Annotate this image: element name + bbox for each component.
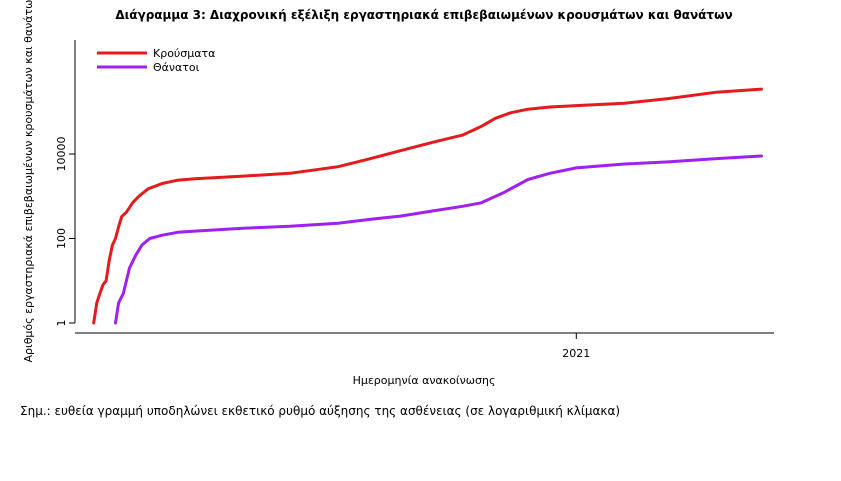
axes: 1 100 10000 2021 xyxy=(55,40,774,360)
y-tick-label-100: 100 xyxy=(55,228,68,249)
x-axis-label: Ημερομηνία ανακοίνωσης xyxy=(353,374,496,387)
legend-label-1: Κρούσματα xyxy=(153,47,215,60)
y-axis-label: Αριθμός εργαστηριακά επιβεβαιωμένων κρου… xyxy=(22,0,35,363)
chart: Διάγραμμα 3: Διαχρονική εξέλιξη εργαστηρ… xyxy=(22,0,774,387)
chart-title: Διάγραμμα 3: Διαχρονική εξέλιξη εργαστηρ… xyxy=(115,8,732,22)
x-tick-label-2021: 2021 xyxy=(562,347,590,360)
footnote: Σημ.: ευθεία γραμμή υποδηλώνει εκθετικό … xyxy=(20,404,621,418)
legend-label-2: Θάνατοι xyxy=(153,61,200,74)
y-tick-label-1: 1 xyxy=(55,320,68,327)
y-tick-label-10000: 10000 xyxy=(55,137,68,172)
series-line-1 xyxy=(92,87,763,325)
series-line-2 xyxy=(114,154,763,325)
plot-lines xyxy=(92,87,763,325)
